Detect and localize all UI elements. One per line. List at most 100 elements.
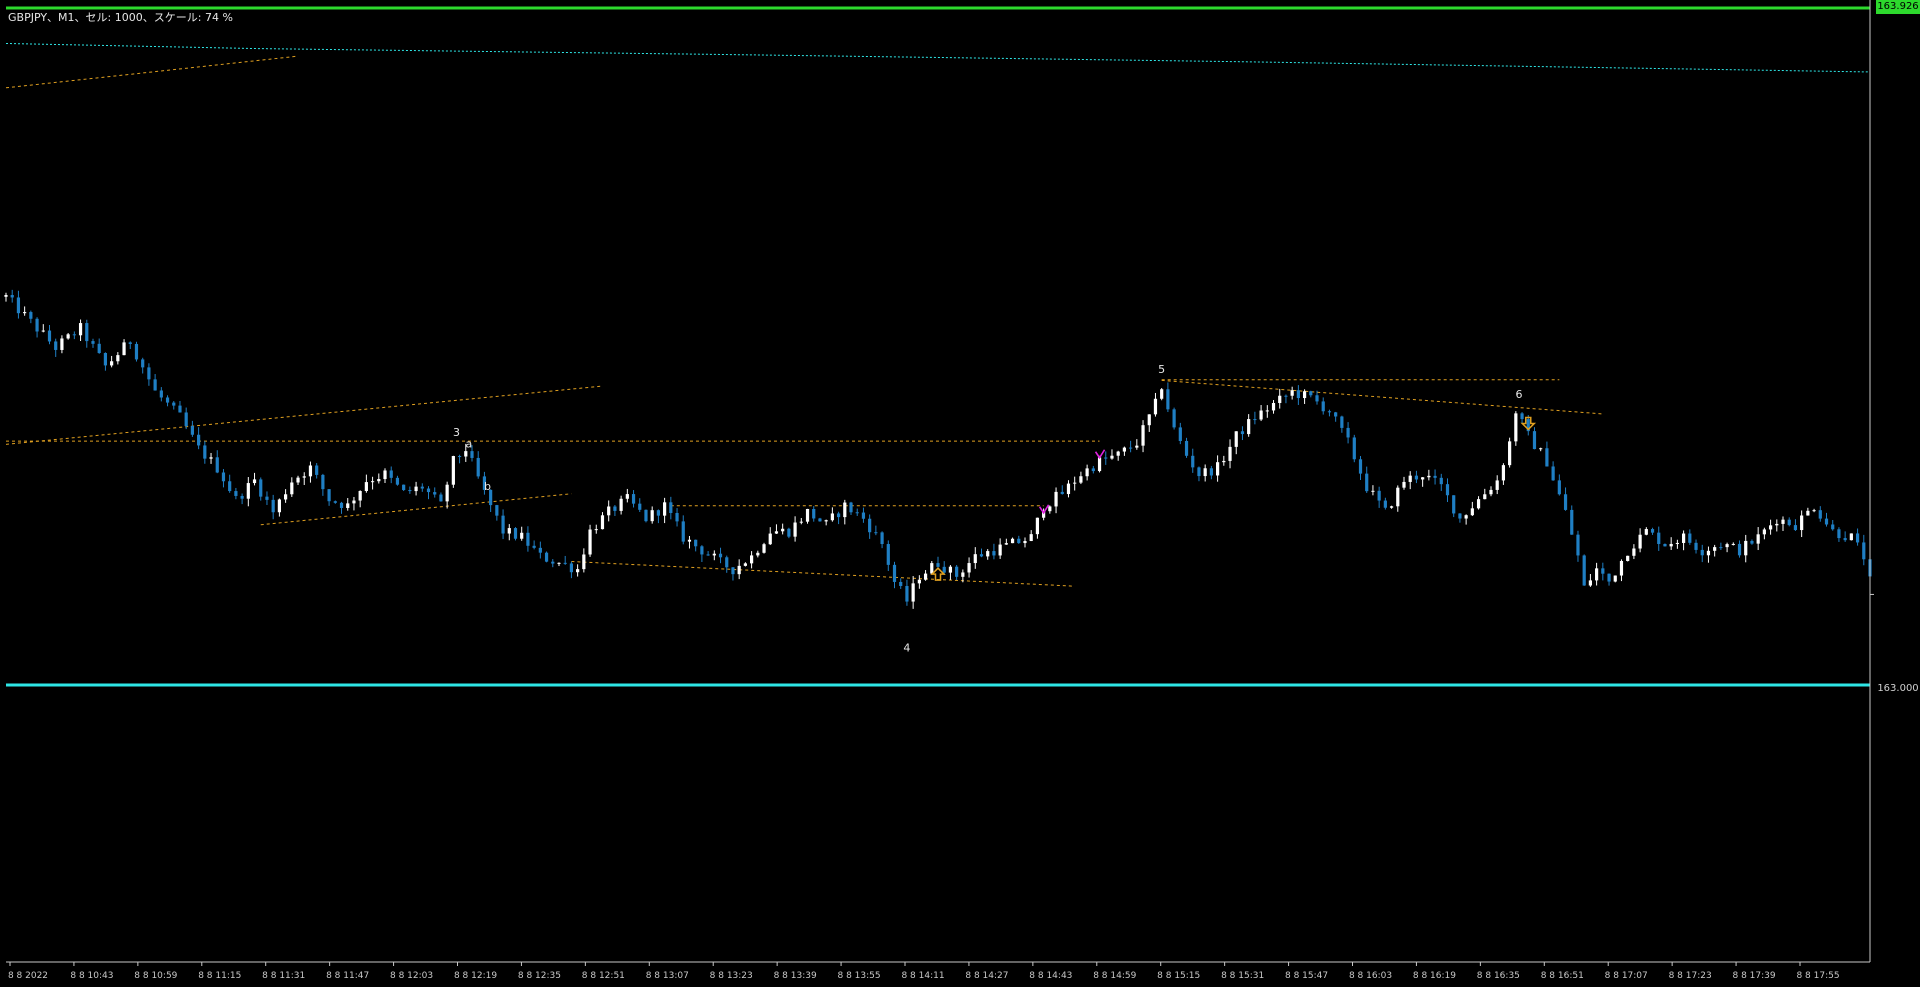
candle-body [725, 557, 729, 568]
candle-body [532, 545, 536, 548]
candle-body [1744, 540, 1748, 556]
wave-label: 4 [903, 641, 910, 654]
candle-body [836, 513, 841, 518]
candle-body [60, 338, 64, 350]
candle-body [370, 481, 375, 483]
candle-body [259, 479, 263, 497]
cyan-moving-average [5, 42, 1871, 73]
time-tick-label: 8 8 14:43 [1029, 971, 1072, 981]
candle-body [234, 491, 238, 496]
candle-body [352, 500, 356, 504]
candle-body [868, 518, 872, 533]
candle-body [520, 532, 524, 539]
time-tick-label: 8 8 16:19 [1413, 971, 1456, 981]
candle-body [743, 563, 747, 566]
candle-body [1327, 411, 1332, 413]
candle-body [147, 367, 151, 380]
trendline [5, 385, 603, 445]
candle-body [675, 512, 679, 522]
candle-body [1060, 491, 1064, 495]
candle-body [905, 585, 909, 602]
candle-body [551, 561, 555, 564]
candle-body [1800, 515, 1804, 531]
time-tick-label: 8 8 16:03 [1349, 971, 1392, 981]
candle-body [992, 551, 996, 556]
candle-body [644, 509, 648, 522]
candle-body [700, 546, 704, 555]
candle-body [1694, 542, 1698, 550]
candle-body [1010, 538, 1015, 544]
candle-body [1352, 437, 1356, 460]
candle-body [1365, 473, 1369, 492]
candle-body [377, 479, 381, 482]
candle-body [1688, 533, 1692, 543]
candle-body [948, 566, 953, 573]
candle-body [116, 355, 120, 362]
time-tick-label: 8 8 14:59 [1093, 971, 1136, 981]
cyan-curve-layer [5, 42, 1871, 73]
candle-body [1483, 494, 1487, 500]
time-tick-label: 8 8 13:39 [774, 971, 817, 981]
candle-body [1073, 482, 1077, 484]
candle-body [1619, 560, 1624, 576]
time-tick-label: 8 8 12:51 [582, 971, 625, 981]
candle-body [818, 518, 822, 522]
candle-body [1017, 538, 1021, 544]
time-tick-label: 8 8 13:07 [646, 971, 689, 981]
candle-body [1588, 580, 1592, 586]
candle-body [290, 482, 294, 495]
candle-body [482, 476, 487, 490]
candle-body [1178, 427, 1182, 441]
wave-label: a [466, 438, 473, 451]
candle-body [638, 503, 642, 510]
trendline-layer [5, 55, 1603, 587]
candle-body [1719, 547, 1723, 549]
candle-body [1240, 431, 1245, 435]
candle-body [663, 502, 667, 516]
candle-body [1439, 477, 1443, 485]
candle-body [389, 470, 393, 478]
time-tick-label: 8 8 15:15 [1157, 971, 1200, 981]
candle-body [1557, 480, 1561, 495]
candle-body [1700, 549, 1704, 556]
time-tick-label: 8 8 14:27 [965, 971, 1008, 981]
time-tick-label: 8 8 11:31 [262, 971, 305, 981]
candle-body [91, 341, 95, 344]
markers-layer: 3a b 4 5 6 [453, 363, 1537, 654]
candle-body [607, 506, 611, 516]
candle-body [557, 562, 561, 564]
candle-body [1259, 410, 1263, 420]
candle-body [1203, 468, 1207, 477]
candle-body [1302, 391, 1307, 399]
candle-body [830, 513, 834, 521]
candle-body [1383, 500, 1387, 508]
candle-body [1265, 410, 1269, 412]
wave-label: 3 [453, 426, 460, 439]
candle-body [1315, 395, 1319, 402]
candle-body [1358, 459, 1363, 474]
candle-body [29, 312, 33, 319]
candle-body [1135, 445, 1139, 448]
time-tick-label: 8 8 17:55 [1796, 971, 1839, 981]
candle-body [1141, 425, 1145, 446]
candle-body [358, 491, 362, 501]
candle-body [1675, 542, 1679, 544]
time-tick-label: 8 8 11:47 [326, 971, 369, 981]
candle-body [215, 457, 219, 473]
candle-body [209, 457, 213, 459]
candle-body [1532, 431, 1537, 450]
candle-body [1495, 480, 1499, 490]
candle-body [942, 566, 946, 573]
candle-body [1389, 506, 1394, 508]
time-tick-label: 8 8 12:19 [454, 971, 497, 981]
candle-body [1657, 532, 1661, 544]
wave-label: 6 [1515, 388, 1522, 401]
candle-body [451, 456, 455, 485]
candle-body [588, 529, 592, 555]
candle-body [420, 486, 424, 489]
candle-body [402, 484, 406, 491]
candle-body [793, 522, 797, 537]
candle-body [1035, 517, 1040, 535]
